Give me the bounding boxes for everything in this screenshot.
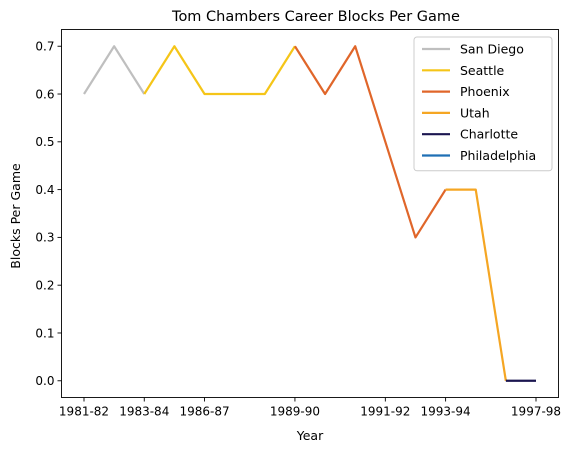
- legend-label-charlotte: Charlotte: [460, 127, 518, 142]
- y-tick-label: 0.2: [35, 278, 54, 292]
- y-tick-label: 0.7: [35, 40, 54, 54]
- x-axis-label: Year: [296, 428, 324, 443]
- legend-label-phoenix: Phoenix: [460, 84, 510, 99]
- y-tick-label: 0.5: [35, 135, 54, 149]
- legend-label-utah: Utah: [460, 105, 490, 120]
- series-line-utah: [446, 190, 506, 381]
- series-line-seattle: [144, 46, 295, 94]
- x-tick-label: 1997-98: [511, 405, 561, 419]
- y-axis-ticks: 0.0 0.1 0.2 0.3 0.4 0.5 0.6 0.7: [35, 40, 61, 389]
- y-tick-label: 0.1: [35, 326, 54, 340]
- y-tick-label: 0.3: [35, 231, 54, 245]
- y-tick-label: 0.6: [35, 87, 54, 101]
- legend-label-san-diego: San Diego: [460, 42, 524, 57]
- y-axis-label: Blocks Per Game: [8, 163, 23, 269]
- y-tick-label: 0.0: [35, 374, 54, 388]
- legend-label-philadelphia: Philadelphia: [460, 148, 536, 163]
- x-axis-ticks: 1981-82 1983-84 1986-87 1989-90 1991-92 1993-…: [59, 398, 561, 419]
- x-tick-label: 1983-84: [119, 405, 169, 419]
- x-tick-label: 1981-82: [59, 405, 109, 419]
- x-tick-label: 1993-94: [421, 405, 471, 419]
- legend: San Diego Seattle Phoenix Utah Charlotte Phil…: [414, 37, 552, 171]
- chart-title: Tom Chambers Career Blocks Per Game: [171, 9, 460, 25]
- legend-label-seattle: Seattle: [460, 63, 505, 78]
- x-tick-label: 1989-90: [270, 405, 320, 419]
- y-tick-label: 0.4: [35, 183, 54, 197]
- x-tick-label: 1986-87: [179, 405, 229, 419]
- series-line-san-diego: [84, 46, 144, 94]
- x-tick-label: 1991-92: [360, 405, 410, 419]
